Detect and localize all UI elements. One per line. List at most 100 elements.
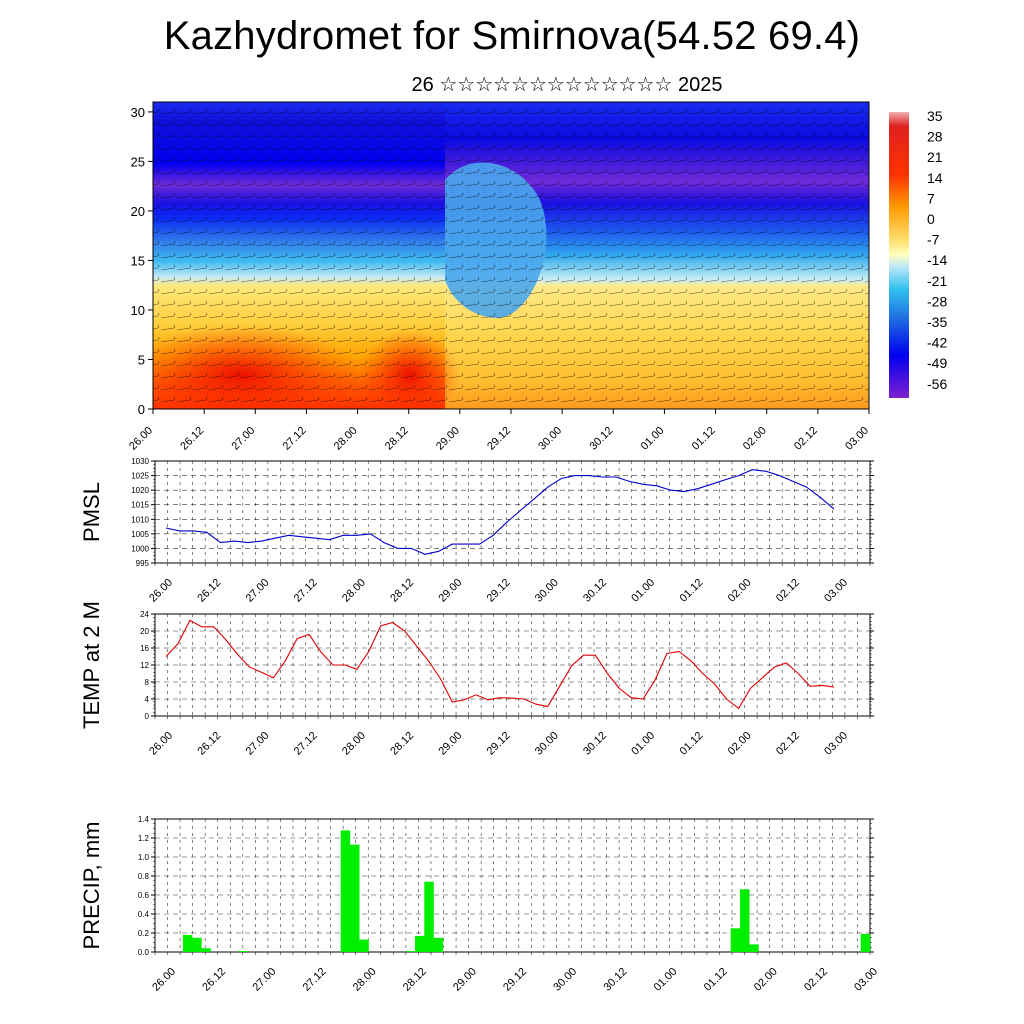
y-tick-label: 12 bbox=[140, 661, 149, 670]
heatmap-x-tick-label: 28.00 bbox=[332, 425, 360, 453]
x-tick-label: 26.00 bbox=[150, 966, 178, 994]
y-tick-label: 1030 bbox=[131, 457, 149, 466]
precip-bar bbox=[405, 951, 416, 952]
y-tick-label: 0 bbox=[145, 712, 150, 721]
y-tick-label: 1.2 bbox=[138, 834, 150, 843]
x-tick-label: 26.00 bbox=[147, 577, 175, 605]
y-tick-label: 0.4 bbox=[138, 910, 150, 919]
colorbar-label: -42 bbox=[927, 335, 947, 351]
heatmap-y-tick-label: 30 bbox=[131, 105, 145, 120]
precip-bar bbox=[749, 944, 759, 952]
x-tick-label: 30.12 bbox=[581, 730, 609, 758]
x-tick-label: 29.00 bbox=[436, 730, 464, 758]
x-tick-label: 01.12 bbox=[702, 966, 730, 994]
panel-frame bbox=[154, 613, 871, 717]
x-tick-label: 29.12 bbox=[501, 966, 529, 994]
precip-bar bbox=[415, 935, 425, 952]
x-tick-label: 03.00 bbox=[822, 730, 850, 758]
y-tick-label: 0.0 bbox=[138, 948, 150, 957]
precip-bar bbox=[359, 939, 369, 952]
x-tick-label: 26.12 bbox=[195, 577, 223, 605]
colorbar-label: 28 bbox=[927, 129, 943, 145]
y-tick-label: 16 bbox=[140, 644, 149, 653]
x-tick-label: 01.12 bbox=[678, 730, 706, 758]
colorbar-label: -56 bbox=[927, 376, 947, 392]
x-tick-label: 30.12 bbox=[581, 577, 609, 605]
x-tick-label: 01.00 bbox=[629, 577, 657, 605]
colorbar-label: 14 bbox=[927, 170, 943, 186]
x-tick-label: 28.00 bbox=[340, 730, 368, 758]
x-tick-label: 27.12 bbox=[292, 577, 320, 605]
x-tick-label: 29.12 bbox=[485, 577, 513, 605]
y-tick-label: 1010 bbox=[131, 515, 149, 524]
colorbar-label: 35 bbox=[927, 108, 943, 124]
precip-bar bbox=[182, 934, 193, 952]
precip-bar bbox=[424, 881, 434, 952]
heatmap-x-tick-label: 03.00 bbox=[843, 425, 871, 453]
colorbar-label: 7 bbox=[927, 190, 935, 206]
y-tick-label: 1015 bbox=[131, 501, 149, 510]
temp-series-line bbox=[165, 619, 835, 710]
x-tick-label: 30.00 bbox=[551, 966, 579, 994]
colorbar-label: -14 bbox=[927, 252, 947, 268]
x-tick-label: 30.00 bbox=[533, 730, 561, 758]
heatmap-x-tick-label: 26.12 bbox=[178, 425, 206, 453]
precip-bar bbox=[238, 951, 249, 952]
x-tick-label: 30.00 bbox=[533, 577, 561, 605]
precip-bar bbox=[201, 948, 211, 952]
precip-bar bbox=[860, 934, 871, 952]
heatmap-x-tick-label: 30.00 bbox=[536, 425, 564, 453]
wind-barbs bbox=[153, 102, 869, 409]
precip-panel: 0.0 0.2 0.4 0.6 0.8 1.0 1.2 1.4 26.00 26.12 27.00 2… bbox=[79, 815, 880, 994]
x-tick-label: 28.12 bbox=[388, 577, 416, 605]
x-tick-label: 29.12 bbox=[485, 730, 513, 758]
y-tick-label: 0.2 bbox=[138, 929, 150, 938]
colorbar-label: -21 bbox=[927, 273, 947, 289]
y-tick-label: 24 bbox=[140, 610, 149, 619]
colorbar bbox=[889, 112, 909, 398]
x-tick-label: 02.00 bbox=[726, 730, 754, 758]
heatmap-y-tick-label: 20 bbox=[131, 204, 145, 219]
panel-frame bbox=[154, 460, 871, 564]
heatmap-x-tick-label: 30.12 bbox=[587, 425, 615, 453]
y-tick-label: 0.8 bbox=[138, 872, 150, 881]
panel-frame bbox=[154, 818, 871, 953]
x-tick-label: 26.00 bbox=[147, 730, 175, 758]
pmsl-series-line bbox=[165, 469, 835, 555]
heatmap-y-tick-label: 15 bbox=[131, 253, 145, 268]
colorbar-label: 0 bbox=[927, 211, 935, 227]
y-tick-label: 1020 bbox=[131, 486, 149, 495]
colorbar-label: -7 bbox=[927, 232, 940, 248]
precip-bar bbox=[740, 889, 750, 952]
y-tick-label: 4 bbox=[145, 695, 150, 704]
y-axis-title: PRECIP, mm bbox=[79, 822, 104, 950]
y-axis-title: TEMP at 2 M bbox=[79, 601, 104, 729]
heatmap-x-tick-label: 29.00 bbox=[434, 425, 462, 453]
page-subtitle: 26 ☆☆☆☆☆☆☆☆☆☆☆☆☆ 2025 bbox=[411, 74, 723, 96]
x-tick-label: 29.00 bbox=[436, 577, 464, 605]
precip-bar bbox=[192, 937, 202, 953]
heatmap-x-tick-label: 27.12 bbox=[281, 425, 309, 453]
x-tick-label: 02.12 bbox=[802, 966, 830, 994]
x-tick-label: 28.00 bbox=[340, 577, 368, 605]
x-tick-label: 27.12 bbox=[292, 730, 320, 758]
y-tick-label: 995 bbox=[136, 559, 150, 568]
x-tick-label: 28.12 bbox=[401, 966, 429, 994]
heatmap-x-tick-label: 01.12 bbox=[690, 425, 718, 453]
y-tick-label: 1025 bbox=[131, 472, 149, 481]
x-tick-label: 03.00 bbox=[822, 577, 850, 605]
x-tick-label: 02.12 bbox=[774, 730, 802, 758]
x-tick-label: 03.00 bbox=[852, 966, 880, 994]
x-tick-label: 02.00 bbox=[726, 577, 754, 605]
colorbar-label: -28 bbox=[927, 293, 947, 309]
x-tick-label: 26.12 bbox=[200, 966, 228, 994]
temp-panel: 0 4 8 12 16 20 24 26.00 26.12 27.00 27.12 28.00 28.1… bbox=[79, 601, 874, 758]
heatmap-x-tick-label: 29.12 bbox=[485, 425, 513, 453]
heatmap-x-tick-label: 01.00 bbox=[639, 425, 667, 453]
heatmap-y-tick-label: 10 bbox=[131, 303, 145, 318]
y-tick-label: 20 bbox=[140, 627, 149, 636]
colorbar-label: -49 bbox=[927, 355, 947, 371]
heatmap-x-tick-label: 02.00 bbox=[741, 425, 769, 453]
x-tick-label: 29.00 bbox=[451, 966, 479, 994]
